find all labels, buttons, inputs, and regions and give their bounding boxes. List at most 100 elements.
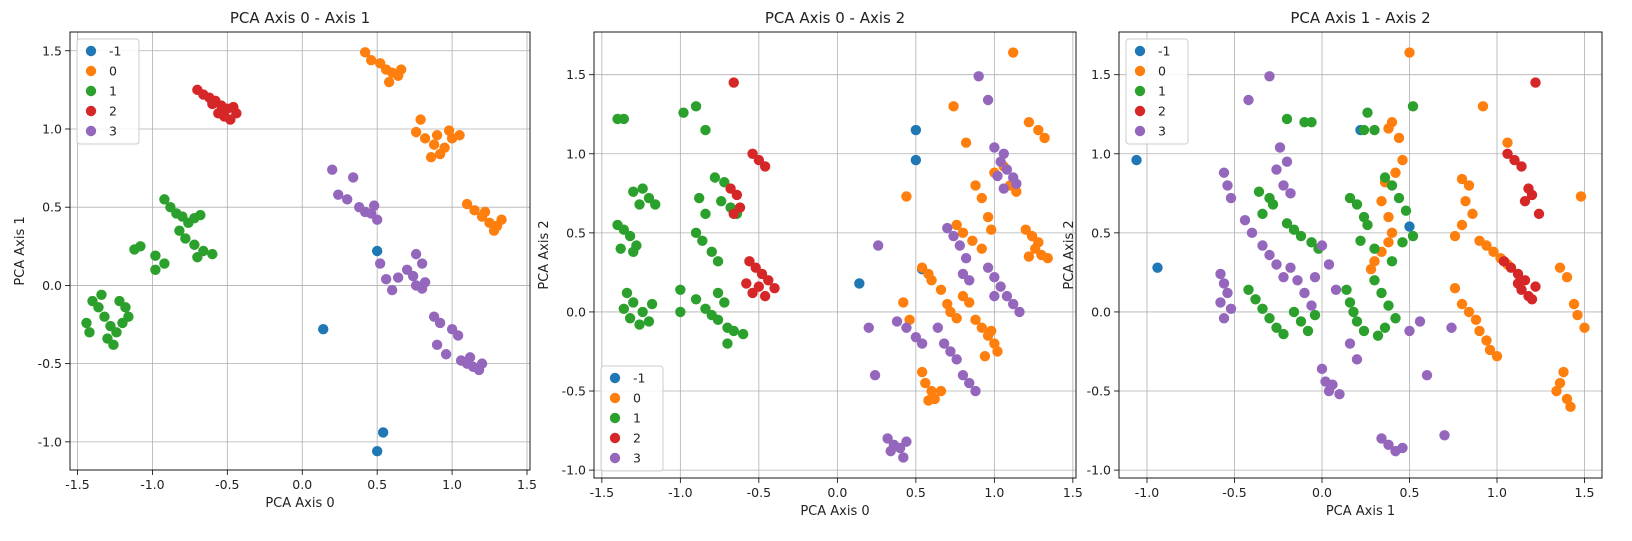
data-point-series-3 (407, 270, 419, 282)
data-point-series-0 (1568, 298, 1580, 310)
data-point-series-0 (1007, 47, 1019, 58)
data-point-series-1 (722, 338, 733, 349)
data-point-series-2 (753, 154, 765, 166)
data-point-series-3 (1292, 275, 1303, 286)
legend-marker (85, 65, 97, 77)
y-tick-label: -1.0 (38, 434, 62, 449)
data-point-series-3 (1351, 354, 1363, 365)
data-point-series-3 (1306, 300, 1317, 311)
data-point-series-1 (1243, 284, 1254, 295)
y-axis-label: PCA Axis 2 (537, 220, 552, 289)
data-point-series-1 (1295, 316, 1307, 327)
data-point-series-0 (1397, 154, 1408, 166)
data-point-series-1 (712, 287, 724, 299)
data-point-series-0 (986, 325, 997, 337)
data-point-series-3 (894, 442, 906, 454)
data-point-series--1 (1404, 221, 1415, 232)
data-point-series-0 (964, 297, 975, 308)
data-point-series-1 (693, 192, 705, 204)
data-point-series-3 (434, 317, 446, 329)
x-tick-label: 0.0 (1312, 485, 1332, 500)
data-point-series-0 (926, 275, 937, 286)
data-point-series-3 (998, 148, 1009, 159)
data-point-series-1 (1369, 243, 1380, 254)
data-point-series-3 (1011, 178, 1022, 190)
x-axis-label: PCA Axis 0 (800, 504, 869, 519)
legend: -1 0 1 2 3 (1125, 38, 1189, 145)
data-point-series-3 (982, 262, 994, 273)
y-tick-label: 0.0 (566, 304, 586, 319)
data-point-series-1 (637, 306, 648, 318)
data-point-series-1 (1278, 328, 1289, 340)
x-tick-label: 0.0 (292, 477, 312, 492)
data-point-series-1 (192, 252, 203, 263)
data-point-series-0 (365, 54, 377, 66)
data-point-series-3 (1316, 240, 1328, 251)
data-point-series-0 (1467, 208, 1478, 220)
data-point-series-3 (341, 194, 353, 205)
data-point-series-0 (1484, 344, 1496, 356)
legend-label: 2 (633, 431, 641, 446)
data-point-series-0 (496, 214, 507, 225)
x-axis-label: PCA Axis 0 (265, 496, 334, 511)
data-point-series-1 (1271, 322, 1282, 333)
legend-label: 3 (1158, 124, 1166, 139)
data-point-series-0 (383, 76, 395, 88)
data-point-series-0 (1369, 256, 1380, 267)
data-point-series-1 (1253, 186, 1265, 197)
y-tick-label: -0.5 (38, 356, 62, 371)
data-point-series-0 (443, 125, 455, 136)
data-point-series-3 (1376, 433, 1387, 444)
data-point-series-0 (926, 385, 937, 397)
data-point-series-1 (150, 264, 161, 275)
legend-marker (85, 125, 97, 137)
data-point-series-2 (1512, 268, 1524, 280)
data-point-series-1 (1362, 219, 1373, 231)
data-point-series-1 (675, 306, 686, 318)
data-point-series-3 (1299, 287, 1310, 299)
data-point-series-1 (624, 313, 636, 324)
data-point-series-3 (1397, 442, 1408, 454)
data-point-series-3 (954, 240, 966, 251)
data-point-series-3 (1264, 71, 1275, 82)
data-point-series-2 (213, 108, 224, 119)
data-point-series-0 (1561, 393, 1573, 405)
data-point-series-0 (1393, 132, 1405, 144)
data-point-series-1 (1309, 309, 1321, 321)
legend-label: 1 (1158, 84, 1166, 99)
data-point-series-2 (759, 290, 771, 302)
data-point-series-3 (419, 277, 431, 288)
legend: -1 0 1 2 3 (600, 365, 664, 472)
data-point-series-0 (1572, 309, 1583, 321)
legend-label: 2 (1158, 104, 1166, 119)
x-axis-label: PCA Axis 1 (1326, 504, 1395, 519)
data-point-series-2 (1509, 154, 1520, 166)
legend-label: -1 (109, 44, 121, 59)
data-point-series--1 (910, 154, 922, 166)
data-point-series-1 (1386, 256, 1398, 267)
data-point-series-1 (737, 328, 749, 340)
data-point-series--1 (1131, 154, 1142, 166)
legend-label: 2 (109, 104, 117, 119)
data-point-series-0 (1554, 377, 1566, 389)
data-point-series-1 (700, 124, 711, 136)
y-tick-label: 1.5 (566, 67, 586, 82)
data-point-series-1 (1267, 199, 1279, 210)
data-point-series--1 (371, 446, 383, 457)
legend-marker (85, 45, 97, 57)
data-point-series-1 (1400, 205, 1412, 216)
data-point-series-0 (359, 47, 371, 58)
data-point-series-3 (992, 170, 1003, 182)
data-point-series-3 (1281, 156, 1293, 167)
y-tick-label: 0.5 (566, 225, 586, 240)
data-point-series-1 (1257, 208, 1268, 220)
data-point-series-1 (159, 194, 170, 205)
data-point-series-0 (1474, 325, 1485, 337)
data-point-series-0 (1042, 252, 1053, 264)
data-point-series-0 (1456, 219, 1468, 231)
data-point-series--1 (377, 427, 389, 438)
data-point-series-1 (93, 302, 104, 313)
data-point-series-1 (1306, 237, 1317, 248)
data-point-series-3 (885, 445, 896, 457)
data-point-series-0 (976, 322, 987, 333)
